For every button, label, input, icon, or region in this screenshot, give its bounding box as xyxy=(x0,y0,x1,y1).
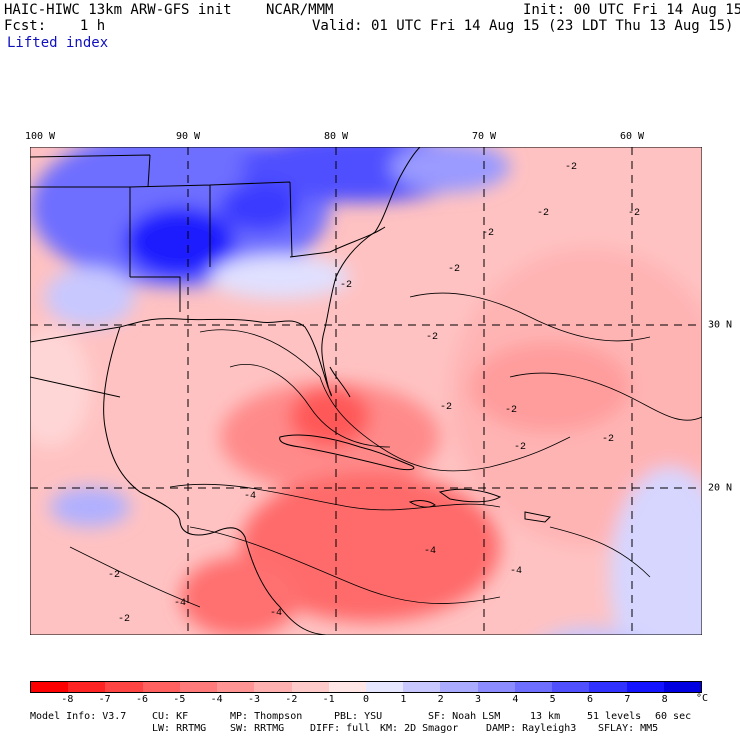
colorbar-swatch xyxy=(403,682,441,692)
colorbar-swatch xyxy=(626,682,664,692)
colorbar-tick-label: -3 xyxy=(247,694,261,705)
contour-labels: -2 -2 -2 -2 -2 -2 -2 -2 -2 -2 -2 -2 -2 -4 -4 -4 -4 -4 xyxy=(108,162,640,625)
colorbar-swatch xyxy=(254,682,292,692)
lat-label-30n: 30 N xyxy=(708,319,733,331)
lon-label-90w: 90 W xyxy=(175,131,201,142)
footer-damp: DAMP: Rayleigh3 xyxy=(486,723,577,734)
colorbar-swatch xyxy=(328,682,366,692)
contour-label: -4 xyxy=(174,598,186,609)
colorbar-tick-labels: -8 -7 -6 -5 -4 -3 -2 -1 0 1 2 3 4 5 6 7 8 xyxy=(30,694,702,706)
colorbar-swatch xyxy=(217,682,255,692)
contour-label: -4 xyxy=(244,491,256,502)
footer-sf: SF: Noah LSM xyxy=(428,711,501,722)
colorbar-swatch xyxy=(663,682,701,692)
colorbar-swatch xyxy=(179,682,218,692)
colorbar-tick-label: 0 xyxy=(362,694,370,705)
lon-label-80w: 80 W xyxy=(323,131,349,142)
field-shading xyxy=(30,147,702,635)
contour-label: -2 xyxy=(448,264,460,275)
colorbar-tick-label: 6 xyxy=(586,694,594,705)
coastlines xyxy=(30,147,421,635)
contour-label: -2 xyxy=(565,162,577,173)
footer-km: KM: 2D Smagor xyxy=(380,723,459,734)
contour-label: -4 xyxy=(424,546,436,557)
footer-pbl: PBL: YSU xyxy=(334,711,383,722)
lon-label-60w: 60 W xyxy=(619,131,645,142)
valid-time: Valid: 01 UTC Fri 14 Aug 15 (23 LDT Thu … xyxy=(312,18,734,34)
field-name: Lifted index xyxy=(7,35,109,51)
colorbar-tick-label: -6 xyxy=(135,694,149,705)
forecast-hour: Fcst: 1 h xyxy=(4,18,106,34)
colorbar-tick-label: -4 xyxy=(210,694,223,705)
model-title: HAIC-HIWC 13km ARW-GFS init xyxy=(4,2,232,18)
colorbar-tick-label: 3 xyxy=(474,694,482,705)
colorbar-swatch xyxy=(105,682,143,692)
colorbar-swatch xyxy=(365,682,404,692)
contour-label: -2 xyxy=(118,614,130,625)
colorbar-tick-label: -8 xyxy=(61,694,74,705)
footer-sflay: SFLAY: MM5 xyxy=(598,723,659,734)
colorbar-tick-label: 7 xyxy=(624,694,631,705)
contour-label: -2 xyxy=(514,442,526,453)
footer-mp: MP: Thompson xyxy=(230,711,303,722)
footer-lw: LW: RRTMG xyxy=(152,723,207,734)
footer-timestep: 60 sec xyxy=(655,711,692,722)
colorbar-tick-label: 4 xyxy=(512,694,519,705)
lon-label-70w: 70 W xyxy=(471,131,497,142)
contour-lines xyxy=(69,292,702,608)
colorbar-swatch xyxy=(440,682,478,692)
colorbar-tick-label: -5 xyxy=(173,694,186,705)
footer-diff: DIFF: full xyxy=(310,723,371,734)
footer-cu: CU: KF xyxy=(152,711,189,722)
colorbar-swatch xyxy=(589,682,627,692)
footer-model-info: Model Info: V3.7 xyxy=(30,711,127,722)
contour-label: -2 xyxy=(628,208,640,219)
contour-label: -2 xyxy=(602,434,614,445)
graticule xyxy=(30,147,702,635)
contour-label: -2 xyxy=(440,402,452,413)
colorbar-tick-label: -1 xyxy=(322,694,335,705)
colorbar-swatch xyxy=(477,682,515,692)
contour-label: -4 xyxy=(270,608,282,619)
colorbar-tick-label: 1 xyxy=(400,694,407,705)
islands xyxy=(279,366,552,523)
contour-label: -2 xyxy=(537,208,549,219)
contour-label: -2 xyxy=(340,280,352,291)
colorbar-tick-label: -7 xyxy=(98,694,111,705)
colorbar-tick-label: 2 xyxy=(437,694,444,705)
colorbar-tick-label: -2 xyxy=(285,694,298,705)
footer-levels: 51 levels xyxy=(587,711,642,722)
colorbar-swatch xyxy=(291,682,329,692)
colorbar-swatch xyxy=(552,682,590,692)
lon-label-100w: 100 W xyxy=(24,131,56,142)
lat-label-20n: 20 N xyxy=(708,482,733,494)
center-label: NCAR/MMM xyxy=(266,2,334,18)
footer-sw: SW: RRTMG xyxy=(230,723,285,734)
init-time: Init: 00 UTC Fri 14 Aug 15 xyxy=(523,2,740,18)
contour-label: -2 xyxy=(108,570,120,581)
contour-label: -2 xyxy=(426,332,438,343)
colorbar xyxy=(30,681,702,693)
colorbar-tick-label: 8 xyxy=(661,694,668,705)
contour-label: -2 xyxy=(482,228,494,239)
contour-label: -2 xyxy=(505,405,517,416)
colorbar-tick-label: 5 xyxy=(549,694,556,705)
colorbar-swatch xyxy=(31,682,69,692)
colorbar-swatch xyxy=(142,682,180,692)
colorbar-swatch xyxy=(514,682,553,692)
lifted-index-map: -2 -2 -2 -2 -2 -2 -2 -2 -2 -2 -2 -2 -2 -4 -4 -4 -4 -4 xyxy=(30,147,702,635)
colorbar-unit: °C xyxy=(696,693,709,704)
contour-label: -4 xyxy=(510,566,522,577)
footer-resolution: 13 km xyxy=(530,711,561,722)
colorbar-swatch xyxy=(68,682,106,692)
